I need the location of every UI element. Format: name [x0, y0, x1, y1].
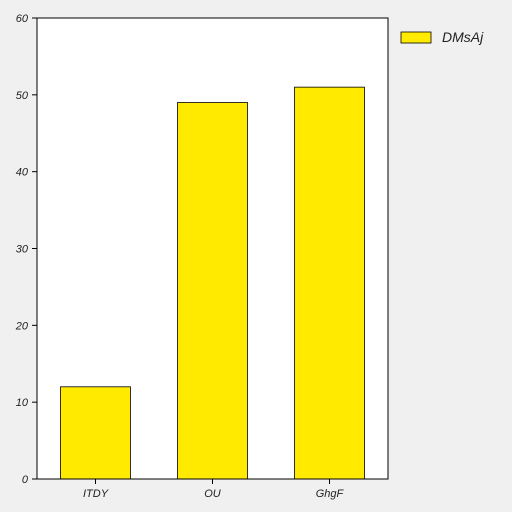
legend-label-dmsaj: DMsAj	[442, 29, 484, 45]
x-tick-label-ou: OU	[204, 488, 221, 500]
plot-frame	[36, 17, 389, 480]
y-tick-label: 10	[16, 397, 29, 409]
bar-ou	[177, 102, 248, 480]
legend-swatch-dmsaj	[400, 31, 432, 44]
y-axis: 0 10 20 30 40 50 60	[15, 13, 37, 486]
y-tick-label: 0	[22, 474, 29, 486]
x-tick-label-ghgf: GhgF	[316, 488, 345, 500]
x-tick-label-itdy: ITDY	[83, 488, 109, 500]
y-tick-label: 20	[15, 320, 29, 332]
y-tick-label: 50	[16, 90, 29, 102]
bar-ghgf	[294, 86, 365, 480]
bar-itdy	[60, 386, 131, 480]
x-axis: ITDY OU GhgF	[83, 479, 345, 500]
y-tick-label: 60	[16, 13, 29, 25]
legend: DMsAj	[400, 29, 484, 45]
y-tick-label: 30	[16, 244, 29, 256]
y-tick-label: 40	[16, 167, 29, 179]
